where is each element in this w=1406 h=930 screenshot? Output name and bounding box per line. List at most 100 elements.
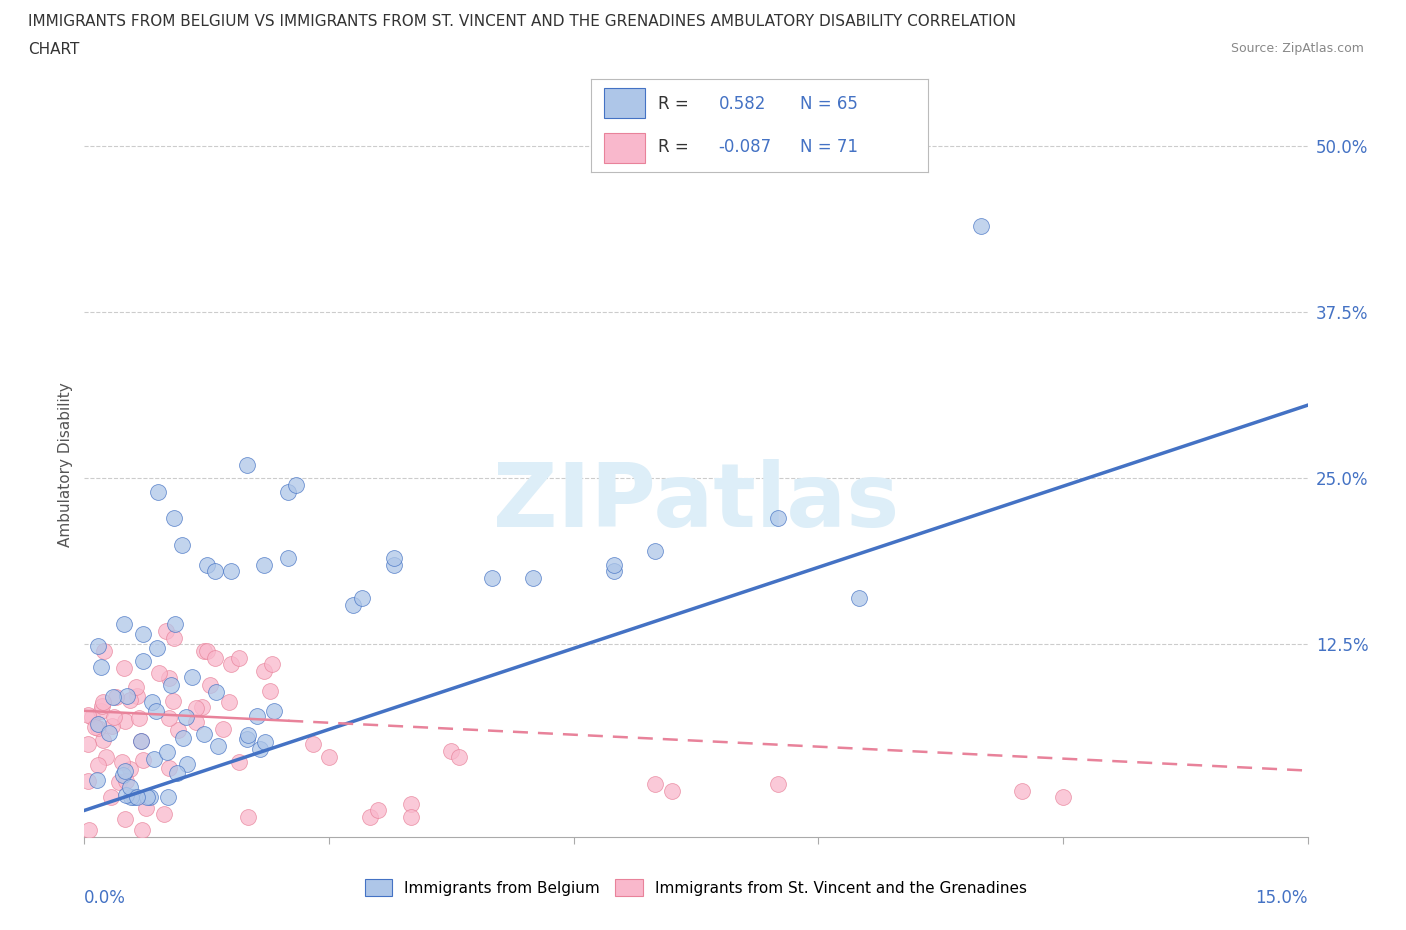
Point — [77, 737, 100, 751]
Point — [77, 708, 100, 723]
Point — [176, 757, 198, 772]
Point — [205, 684, 228, 699]
Point — [263, 704, 285, 719]
Point — [219, 657, 242, 671]
Point — [156, 790, 179, 804]
Point — [155, 624, 177, 639]
Point — [219, 564, 242, 578]
Point — [350, 591, 373, 605]
Text: IMMIGRANTS FROM BELGIUM VS IMMIGRANTS FROM ST. VINCENT AND THE GRENADINES AMBULA: IMMIGRANTS FROM BELGIUM VS IMMIGRANTS FR… — [28, 14, 1017, 29]
Point — [318, 750, 340, 764]
Point — [118, 779, 141, 794]
Point — [86, 720, 108, 735]
Point — [207, 738, 229, 753]
Point — [120, 790, 142, 804]
Point — [163, 617, 186, 631]
Point — [101, 690, 124, 705]
Point — [114, 764, 136, 778]
Point — [522, 570, 544, 585]
Point — [204, 564, 226, 578]
Point — [115, 774, 138, 789]
Point — [91, 733, 114, 748]
Point — [246, 709, 269, 724]
Point — [135, 790, 157, 804]
Point — [212, 722, 235, 737]
Point — [114, 812, 136, 827]
Point — [87, 757, 110, 772]
Bar — [605, 133, 644, 163]
Point — [661, 783, 683, 798]
Point — [90, 699, 112, 714]
Point — [166, 723, 188, 737]
Point — [848, 591, 870, 605]
Point — [174, 710, 197, 724]
Text: CHART: CHART — [28, 42, 80, 57]
Point — [166, 765, 188, 780]
Point — [115, 688, 138, 703]
Text: ZIPatlas: ZIPatlas — [494, 458, 898, 546]
Point — [382, 557, 405, 572]
Point — [148, 665, 170, 680]
Point — [87, 716, 110, 731]
Point — [129, 733, 152, 748]
Point — [132, 752, 155, 767]
Point — [481, 570, 503, 585]
Point — [100, 719, 122, 734]
Point — [108, 775, 131, 790]
Point — [77, 773, 100, 788]
Point — [91, 695, 114, 710]
Point — [114, 788, 136, 803]
Point — [142, 751, 165, 766]
Point — [135, 801, 157, 816]
Text: R =: R = — [658, 95, 689, 113]
Point — [146, 485, 169, 499]
Point — [100, 790, 122, 804]
Point — [382, 551, 405, 565]
Point — [157, 671, 180, 685]
Text: 15.0%: 15.0% — [1256, 889, 1308, 907]
Point — [120, 693, 142, 708]
Text: Source: ZipAtlas.com: Source: ZipAtlas.com — [1230, 42, 1364, 55]
Point — [236, 458, 259, 472]
Point — [129, 734, 152, 749]
Text: 0.0%: 0.0% — [84, 889, 127, 907]
Point — [145, 703, 167, 718]
Point — [111, 755, 134, 770]
Point — [157, 711, 180, 725]
Point — [131, 823, 153, 838]
Point — [766, 777, 789, 791]
Text: -0.087: -0.087 — [718, 138, 772, 156]
Point — [1052, 790, 1074, 804]
Point — [96, 750, 118, 764]
Point — [163, 631, 186, 645]
Point — [399, 810, 422, 825]
Point — [236, 732, 259, 747]
Point — [253, 734, 276, 749]
Point — [141, 695, 163, 710]
Y-axis label: Ambulatory Disability: Ambulatory Disability — [58, 382, 73, 548]
Point — [160, 678, 183, 693]
Text: N = 65: N = 65 — [800, 95, 858, 113]
Point — [90, 704, 112, 719]
Point — [97, 725, 120, 740]
Point — [125, 679, 148, 694]
Text: R =: R = — [658, 138, 689, 156]
Point — [145, 640, 167, 655]
Point — [644, 777, 666, 791]
Point — [138, 790, 160, 804]
Point — [186, 715, 208, 730]
Point — [132, 626, 155, 641]
Point — [156, 745, 179, 760]
Point — [195, 644, 218, 658]
Point — [359, 810, 381, 825]
Point — [200, 678, 222, 693]
Point — [342, 597, 364, 612]
Point — [367, 803, 389, 817]
Point — [112, 617, 135, 631]
Point — [228, 650, 250, 665]
Point — [186, 700, 208, 715]
Point — [970, 219, 993, 233]
Point — [162, 694, 184, 709]
Point — [125, 790, 148, 804]
Point — [128, 711, 150, 725]
